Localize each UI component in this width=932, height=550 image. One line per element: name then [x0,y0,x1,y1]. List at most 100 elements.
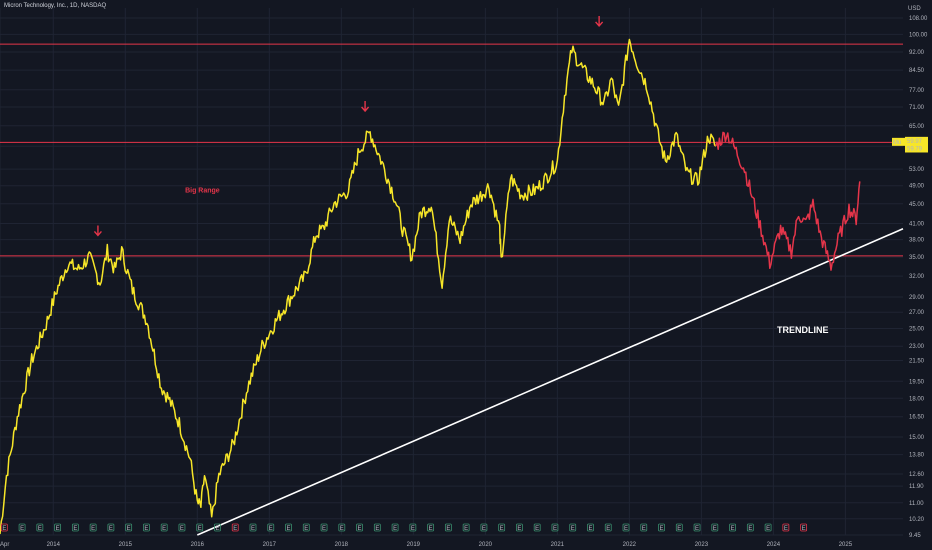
earnings-marker-44 [782,523,790,532]
earnings-marker-38 [675,523,683,532]
earnings-marker-label-44: E [784,526,788,532]
earnings-marker-42 [746,523,754,532]
x-tick-label-5: 2018 [335,542,349,548]
y-tick-label-3: 84.50 [909,68,925,74]
earnings-marker-label-39: E [695,526,699,532]
earnings-marker-41 [729,523,736,532]
y-tick-label-23: 15.00 [909,435,925,441]
y-tick-label-0: 108.00 [909,16,928,22]
earnings-marker-label-37: E [660,526,664,532]
currency-label: USD [908,6,921,12]
earnings-marker-40 [711,523,719,532]
earnings-marker-12 [214,523,221,532]
x-tick-label-9: 2022 [623,542,637,548]
grid [0,8,903,536]
earnings-marker-label-21: E [375,526,379,532]
x-tick-label-2: 2015 [119,542,133,548]
earnings-marker-label-16: E [287,526,291,532]
y-tick-label-26: 11.90 [909,484,924,490]
y-tick-label-9: 49.00 [909,184,925,190]
y-tick-label-18: 23.00 [909,344,925,350]
earnings-marker-26 [462,523,470,532]
x-tick-label-10: 2023 [695,542,709,548]
y-tick-label-17: 25.00 [909,327,925,333]
y-tick-label-6: 65.00 [909,124,925,130]
earnings-marker-label-11: E [198,526,202,532]
earnings-marker-label-30: E [535,526,539,532]
y-tick-label-19: 21.50 [909,359,925,365]
peak-arrow-1 [361,101,370,113]
earnings-marker-label-1: E [20,526,24,532]
x-tick-label-1: 2014 [47,542,61,548]
earnings-marker-7 [125,523,133,532]
earnings-marker-label-27: E [482,526,486,532]
earnings-marker-16 [285,523,292,532]
earnings-marker-label-10: E [180,526,184,532]
trendline-group [196,228,904,536]
earnings-marker-label-26: E [464,526,468,532]
earnings-marker-label-43: E [766,526,770,532]
last-price-label-0: 59.97 [907,139,923,145]
price-line-series-1 [715,131,861,271]
earnings-marker-label-9: E [162,526,166,532]
annotation-1: TRENDLINE [777,325,829,335]
x-tick-label-12: 2025 [839,542,853,548]
earnings-marker-21 [373,523,381,532]
chart-title: Micron Technology, Inc., 1D, NASDAQ [4,3,107,9]
earnings-marker-label-40: E [713,526,717,532]
horizontal-levels [0,43,903,257]
earnings-marker-label-29: E [517,526,521,532]
y-tick-label-28: 10.20 [909,517,925,523]
earnings-marker-28 [498,523,506,532]
earnings-marker-3 [54,523,62,532]
earnings-marker-17 [302,523,310,532]
y-tick-label-29: 9.45 [909,533,921,539]
y-tick-label-5: 71.00 [909,105,925,111]
y-tick-label-10: 45.00 [909,202,925,208]
y-tick-label-13: 35.00 [909,255,925,261]
earnings-marker-24 [427,523,435,532]
earnings-marker-label-45: E [802,526,806,532]
earnings-marker-9 [160,523,168,532]
earnings-marker-33 [587,523,594,532]
y-tick-label-15: 29.00 [909,295,925,301]
last-price-box-0 [905,136,928,145]
earnings-marker-label-2: E [38,526,42,532]
earnings-marker-label-5: E [91,526,95,532]
earnings-marker-label-12: E [215,526,219,532]
earnings-marker-13 [231,523,239,532]
earnings-marker-0 [0,523,8,532]
earnings-marker-label-23: E [411,526,415,532]
y-tick-label-24: 13.80 [909,453,925,459]
earnings-marker-label-35: E [624,526,628,532]
annotation-0: Big Range [185,187,220,194]
x-tick-label-3: 2016 [191,542,205,548]
earnings-marker-20 [356,523,363,532]
trendline [196,228,904,536]
y-tick-label-25: 12.60 [909,472,925,478]
x-tick-label-11: 2024 [767,542,781,548]
y-tick-label-11: 41.00 [909,222,925,228]
y-tick-label-1: 100.00 [909,32,928,38]
y-tick-label-12: 38.00 [909,238,925,244]
last-price-label-1: 59.79 [907,146,923,152]
earnings-marker-label-15: E [269,526,273,532]
x-tick-label-8: 2021 [551,542,565,548]
earnings-marker-label-4: E [73,526,77,532]
earnings-marker-label-42: E [748,526,752,532]
earnings-marker-14 [249,523,257,532]
earnings-marker-27 [480,523,488,532]
earnings-marker-32 [569,523,577,532]
earnings-marker-label-31: E [553,526,557,532]
earnings-marker-label-22: E [393,526,397,532]
x-tick-label-4: 2017 [263,542,277,548]
y-tick-label-20: 19.50 [909,379,925,385]
symbol-badge-text: Mu [893,140,901,146]
y-tick-label-4: 77.00 [909,88,925,94]
earnings-marker-5 [89,523,97,532]
earnings-marker-label-32: E [571,526,575,532]
x-tick-label-6: 2019 [407,542,421,548]
earnings-marker-29 [516,523,523,532]
earnings-marker-label-38: E [677,526,681,532]
